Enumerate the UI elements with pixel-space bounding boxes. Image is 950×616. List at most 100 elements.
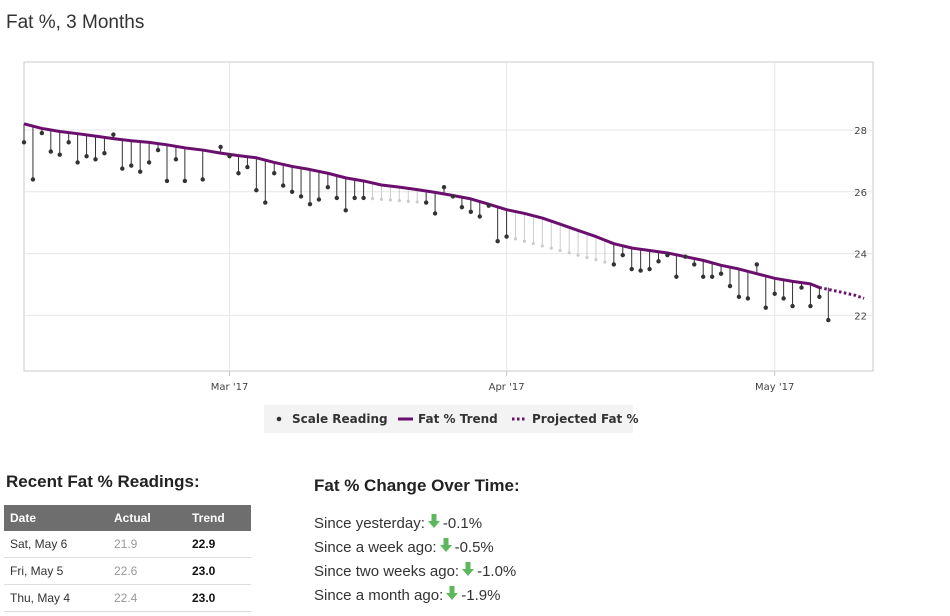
scale-reading-dot <box>236 171 241 176</box>
scale-reading-dot <box>129 163 134 168</box>
change-row-two-weeks: Since two weeks ago: -1.0% <box>314 560 516 584</box>
scale-reading-dot <box>692 262 697 267</box>
scale-reading-dot <box>826 317 831 323</box>
change-label: Since a week ago: <box>314 539 437 556</box>
axis-tick-labels: 22 24 26 28 Mar '17 Apr '17 May '17 <box>211 126 867 393</box>
scale-reading-dot <box>227 154 232 159</box>
scale-reading-dot <box>263 200 268 205</box>
change-row-month: Since a month ago: -1.9% <box>314 584 516 608</box>
scale-reading-dot <box>450 194 456 199</box>
scale-reading-dot <box>361 195 366 201</box>
plot-area <box>23 61 874 372</box>
scale-reading-dot <box>164 178 170 184</box>
scale-reading-dot <box>441 184 447 190</box>
scale-reading-dot <box>647 266 652 272</box>
reading-connectors <box>23 123 829 321</box>
scale-reading-dot <box>799 285 804 290</box>
missing-reading-dot <box>585 255 589 260</box>
change-value: -0.1% <box>442 515 483 532</box>
scale-reading-dot <box>629 266 634 272</box>
missing-reading-dot <box>370 197 375 201</box>
legend-dot-icon[interactable] <box>276 416 282 422</box>
scale-reading-dot <box>611 262 617 267</box>
x-tick-label: Apr '17 <box>489 382 525 393</box>
scale-reading-dot <box>75 160 80 165</box>
scale-reading-dot <box>200 177 205 182</box>
scale-reading-dot <box>495 239 500 244</box>
cell-actual: 21.9 <box>108 531 186 558</box>
scale-reading-dot <box>745 296 751 301</box>
change-label: Since two weeks ago: <box>314 563 460 580</box>
scale-reading-dot <box>504 234 509 239</box>
change-row-week: Since a week ago: -0.5% <box>314 536 516 560</box>
missing-reading-dot <box>379 197 384 201</box>
scale-reading-dot <box>48 149 54 154</box>
cell-actual: 22.6 <box>108 557 186 585</box>
scale-reading-dot <box>334 195 339 201</box>
scale-reading-dot <box>21 140 27 145</box>
readings-table: Date Actual Trend Sat, May 6 21.9 22.9 F… <box>4 505 251 612</box>
column-header-trend: Trend <box>186 505 251 531</box>
scale-reading-dot <box>468 209 474 215</box>
legend-fat-trend[interactable]: Fat % Trend <box>418 412 498 426</box>
missing-reading-dot <box>549 246 553 250</box>
scale-reading-dot <box>638 268 643 273</box>
missing-reading-dot <box>415 200 419 204</box>
missing-reading-dot <box>531 241 536 246</box>
scale-reading-dot <box>93 157 98 162</box>
x-tick-label: Mar '17 <box>211 382 249 393</box>
missing-reading-dot <box>540 244 544 248</box>
change-value: -1.0% <box>477 563 517 580</box>
chart-legend: Scale Reading Fat % Trend Projected Fat … <box>264 405 639 433</box>
missing-reading-dot <box>388 198 393 202</box>
scale-reading-dot <box>307 201 313 207</box>
legend-projected-fat[interactable]: Projected Fat % <box>532 412 639 426</box>
y-tick-label: 26 <box>854 188 867 199</box>
missing-reading-dot <box>397 199 401 203</box>
readings-title: Recent Fat % Readings: <box>6 472 200 491</box>
table-header-row: Date Actual Trend <box>4 505 251 531</box>
down-arrow-icon <box>446 584 459 608</box>
scale-reading-dot <box>718 271 724 276</box>
scale-reading-dot <box>30 177 36 182</box>
scale-reading-dot <box>620 252 625 258</box>
cell-date: Sat, May 6 <box>4 531 108 558</box>
table-row: Thu, May 4 22.4 23.0 <box>4 584 251 612</box>
change-title: Fat % Change Over Time: <box>314 476 520 495</box>
scale-reading-dot <box>459 205 465 210</box>
scale-reading-dot <box>790 303 795 309</box>
scale-reading-dot <box>709 274 715 279</box>
missing-reading-dot <box>558 248 562 253</box>
scale-reading-dot <box>477 214 482 219</box>
down-arrow-icon <box>462 560 475 584</box>
legend-scale-reading[interactable]: Scale Reading <box>292 412 388 426</box>
scale-reading-dot <box>808 303 813 309</box>
scale-reading-dot <box>120 166 125 171</box>
scale-reading-dot <box>727 283 733 289</box>
y-tick-label: 28 <box>854 126 867 137</box>
scale-reading-dot <box>352 195 357 201</box>
y-tick-label: 24 <box>854 250 867 261</box>
missing-reading-dot <box>576 253 580 257</box>
grid-lines <box>24 62 873 376</box>
scale-reading-dot <box>66 140 71 145</box>
scale-reading-dot <box>817 294 822 300</box>
change-label: Since yesterday: <box>314 515 425 532</box>
scale-reading-dot <box>665 252 670 258</box>
scale-reading-dot <box>254 188 259 193</box>
scale-reading-dot <box>763 305 768 310</box>
cell-trend: 23.0 <box>186 557 251 585</box>
scale-reading-dot <box>39 130 45 136</box>
scale-reading-dot <box>218 144 223 150</box>
fat-trend-line <box>23 122 820 289</box>
missing-reading-dot <box>603 260 607 264</box>
missing-reading-dot <box>406 199 410 203</box>
down-arrow-icon <box>427 512 440 536</box>
scale-reading-dot <box>84 154 89 159</box>
scale-reading-dot <box>674 274 679 279</box>
change-value: -0.5% <box>454 539 494 556</box>
scale-reading-dot <box>343 208 348 213</box>
change-row-yesterday: Since yesterday: -0.1% <box>314 512 516 536</box>
scale-reading-dot <box>182 178 188 184</box>
scale-reading-dot <box>683 254 688 259</box>
